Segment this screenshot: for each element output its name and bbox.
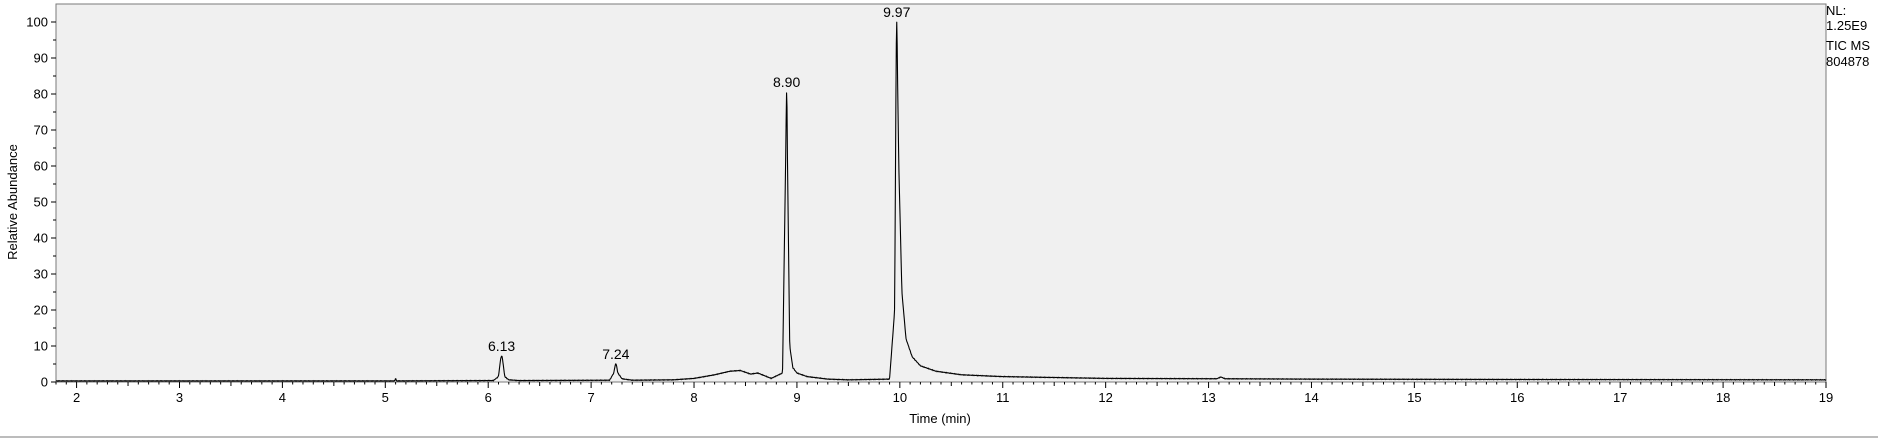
peak-labels: 6.13 7.24 8.90 9.97 — [488, 4, 911, 362]
peak-label: 9.97 — [883, 4, 910, 20]
scan-filter: TIC MS — [1826, 38, 1870, 53]
y-tick-label: 20 — [34, 303, 48, 318]
scan-info-block: NL: 1.25E9 TIC MS 804878 — [1826, 3, 1870, 69]
x-tick-label: 18 — [1716, 390, 1730, 405]
x-tick-label: 10 — [893, 390, 907, 405]
x-tick-label: 17 — [1613, 390, 1627, 405]
x-tick-label: 2 — [73, 390, 80, 405]
x-tick-label: 4 — [279, 390, 286, 405]
y-tick-label: 80 — [34, 87, 48, 102]
y-axis-title: Relative Abundance — [5, 144, 20, 260]
plot-area — [55, 3, 1827, 383]
y-tick-label: 40 — [34, 231, 48, 246]
x-tick-label: 12 — [1098, 390, 1112, 405]
x-tick-label: 9 — [793, 390, 800, 405]
scan-id: 804878 — [1826, 54, 1869, 69]
y-tick-label: 60 — [34, 159, 48, 174]
peak-label: 6.13 — [488, 338, 515, 354]
x-tick-label: 11 — [996, 390, 1010, 405]
y-tick-label: 70 — [34, 123, 48, 138]
y-tick-label: 100 — [26, 15, 48, 30]
nl-value: 1.25E9 — [1826, 18, 1867, 33]
y-tick-label: 30 — [34, 267, 48, 282]
x-tick-label: 6 — [485, 390, 492, 405]
x-tick-label: 3 — [176, 390, 183, 405]
x-tick-label: 7 — [587, 390, 594, 405]
x-tick-label: 14 — [1304, 390, 1318, 405]
x-tick-label: 19 — [1819, 390, 1833, 405]
x-tick-label: 8 — [690, 390, 697, 405]
x-axis: 2 3 4 5 6 7 8 9 10 11 12 13 14 15 16 17 18 19 — [55, 382, 1833, 405]
x-tick-label: 5 — [382, 390, 389, 405]
x-tick-label: 13 — [1201, 390, 1215, 405]
x-tick-label: 15 — [1407, 390, 1421, 405]
window-bottom-border — [0, 436, 1878, 438]
y-tick-label: 90 — [34, 51, 48, 66]
x-axis-title: Time (min) — [909, 411, 971, 426]
y-tick-label: 50 — [34, 195, 48, 210]
peak-label: 7.24 — [602, 346, 629, 362]
peak-label: 8.90 — [773, 74, 800, 90]
nl-label: NL: — [1826, 3, 1846, 18]
x-tick-label: 16 — [1510, 390, 1524, 405]
y-tick-label: 0 — [41, 375, 48, 390]
y-axis: 0 10 20 30 40 50 60 70 80 90 100 — [26, 15, 56, 390]
y-tick-label: 10 — [34, 339, 48, 354]
tic-trace-line — [55, 21, 1827, 382]
